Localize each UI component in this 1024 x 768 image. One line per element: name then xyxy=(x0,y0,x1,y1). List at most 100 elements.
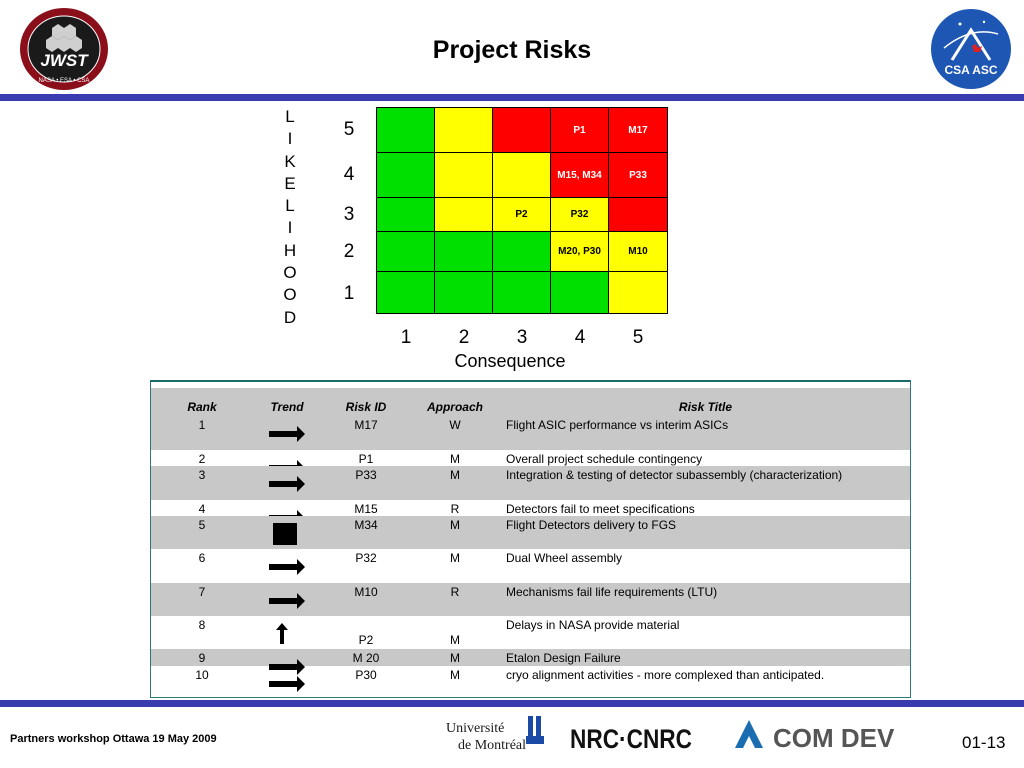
approach-cell: M xyxy=(450,668,460,682)
matrix-cell xyxy=(434,107,493,153)
rank-cell: 3 xyxy=(198,468,206,482)
risk-id-cell: P30 xyxy=(355,668,377,682)
table-row: 4 M15 R Detectors fail to meet specificatio… xyxy=(151,500,910,526)
matrix-cell xyxy=(434,271,493,314)
matrix-cell xyxy=(492,231,551,272)
jwst-logo-text: JWST xyxy=(40,51,89,70)
approach-cell: M xyxy=(450,633,460,647)
approach-cell: M xyxy=(450,651,460,665)
risk-title-cell: Integration & testing of detector subass… xyxy=(506,468,843,482)
matrix-cell: M17 xyxy=(608,107,668,153)
rank-cell: 6 xyxy=(198,551,206,565)
footer-caption: Partners workshop Ottawa 19 May 2009 xyxy=(10,733,217,745)
matrix-cell xyxy=(608,271,668,314)
rank-cell: 9 xyxy=(198,651,206,665)
table-row: 5 M34 M Flight Detectors delivery to FGS xyxy=(151,516,910,549)
column-header-risk-title: Risk Title xyxy=(678,400,733,414)
approach-cell: M xyxy=(450,468,460,482)
matrix-cell xyxy=(434,197,493,232)
approach-cell: M xyxy=(450,452,460,466)
approach-cell: R xyxy=(450,502,460,516)
likelihood-letter: O xyxy=(283,263,297,283)
footer-divider xyxy=(0,700,1024,707)
page-title: Project Risks xyxy=(432,36,592,64)
risk-title-cell: Delays in NASA provide material xyxy=(506,618,680,632)
likelihood-letter: H xyxy=(283,240,297,260)
likelihood-tick: 1 xyxy=(343,283,355,304)
risk-id-cell: M15 xyxy=(354,502,378,516)
matrix-cell: M20, P30 xyxy=(550,231,609,272)
matrix-cell xyxy=(608,197,668,232)
matrix-cell: M10 xyxy=(608,231,668,272)
comdev-logo-text: COM DEV xyxy=(773,723,895,752)
risk-id-cell: M34 xyxy=(354,518,378,532)
risk-matrix: P1 M17 M15, M34 P33 P2 P32 M20, P30 M10 xyxy=(376,107,668,314)
matrix-cell xyxy=(376,197,435,232)
column-header-trend: Trend xyxy=(270,400,304,414)
column-header-risk-id: Risk ID xyxy=(345,400,387,414)
udem-logo: Université de Montréal xyxy=(446,714,550,759)
matrix-cell: P2 xyxy=(492,197,551,232)
matrix-cell xyxy=(550,271,609,314)
rank-cell: 7 xyxy=(198,585,206,599)
risk-id-cell: M 20 xyxy=(352,651,380,665)
matrix-cell xyxy=(376,271,435,314)
likelihood-letter: K xyxy=(284,151,296,171)
consequence-tick: 4 xyxy=(574,327,586,348)
header-divider xyxy=(0,94,1024,101)
likelihood-tick: 5 xyxy=(343,119,355,140)
risk-title-cell: Etalon Design Failure xyxy=(506,651,621,665)
rank-cell: 8 xyxy=(198,618,206,632)
likelihood-axis-label: L I K E L I H O O D xyxy=(282,106,298,329)
rank-cell: 2 xyxy=(198,452,206,466)
matrix-cell xyxy=(376,107,435,153)
risk-title-cell: Flight Detectors delivery to FGS xyxy=(506,518,677,532)
csa-logo-text: CSA ASC xyxy=(944,63,997,77)
matrix-cell: P33 xyxy=(608,152,668,198)
risk-title-cell: cryo alignment activities - more complex… xyxy=(506,668,825,682)
likelihood-tick: 2 xyxy=(343,241,355,262)
table-row: 8 P2 M Delays in NASA provide material xyxy=(151,616,910,649)
table-row: 1 M17 W Flight ASIC performance vs interim … xyxy=(151,416,910,450)
square-icon xyxy=(273,523,297,545)
risk-id-cell: P33 xyxy=(355,468,377,482)
risk-id-cell: P2 xyxy=(358,633,374,647)
matrix-cell: P1 xyxy=(550,107,609,153)
consequence-tick: 1 xyxy=(400,327,412,348)
likelihood-letter: O xyxy=(283,285,297,305)
matrix-cell xyxy=(376,152,435,198)
approach-cell: W xyxy=(449,418,461,432)
rank-cell: 5 xyxy=(198,518,206,532)
jwst-logo: JWST NASA • ESA • CSA xyxy=(18,6,110,92)
table-row: 7 M10 R Mechanisms fail life requirements (… xyxy=(151,583,910,616)
matrix-cell xyxy=(492,152,551,198)
column-header-approach: Approach xyxy=(426,400,483,414)
matrix-cell xyxy=(492,271,551,314)
risk-table: Rank Trend Risk ID Approach Risk Title 1 M17 W F… xyxy=(150,380,911,698)
page-number: 01-13 xyxy=(962,733,1006,752)
table-row: 9 M 20 M Etalon Design Failure xyxy=(151,649,910,675)
table-row: 3 P33 M Integration & testing of detector s… xyxy=(151,466,910,500)
approach-cell: M xyxy=(450,551,460,565)
comdev-logo: COM DEV xyxy=(733,716,903,757)
right-arrow-icon xyxy=(269,593,305,609)
matrix-cell xyxy=(434,152,493,198)
likelihood-tick: 3 xyxy=(343,204,355,225)
table-header: Rank Trend Risk ID Approach Risk Title xyxy=(151,388,910,416)
likelihood-tick: 4 xyxy=(343,164,355,185)
up-arrow-icon xyxy=(276,623,288,644)
consequence-tick: 5 xyxy=(632,327,644,348)
approach-cell: R xyxy=(450,585,460,599)
risk-title-cell: Detectors fail to meet specifications xyxy=(506,502,695,516)
likelihood-letter: I xyxy=(287,129,293,149)
right-arrow-icon xyxy=(269,476,305,492)
risk-id-cell: M10 xyxy=(354,585,378,599)
matrix-cell xyxy=(492,107,551,153)
likelihood-letter: D xyxy=(283,307,297,327)
risk-title-cell: Overall project schedule contingency xyxy=(506,452,703,466)
right-arrow-icon xyxy=(269,676,305,692)
table-row: 6 P32 M Dual Wheel assembly xyxy=(151,549,910,583)
risk-title-cell: Dual Wheel assembly xyxy=(506,551,623,565)
risk-id-cell: P1 xyxy=(358,452,374,466)
likelihood-letter: L xyxy=(285,196,295,216)
